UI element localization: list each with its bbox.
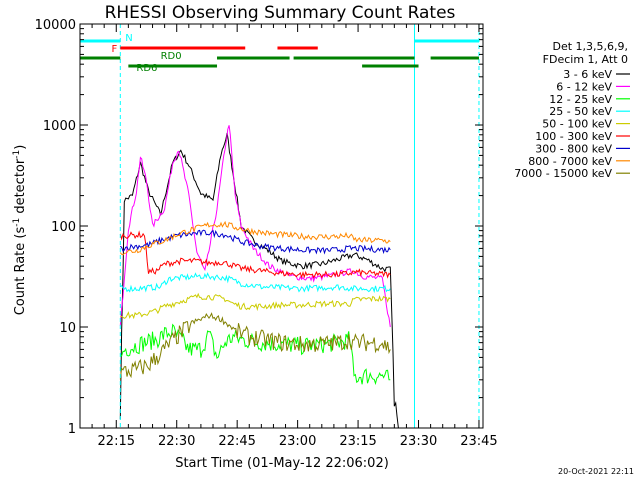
y-axis-label-main: Count Rate (s xyxy=(13,227,28,316)
y-axis-label-sup1: -1 xyxy=(12,218,22,227)
y-axis-label-mid: detector xyxy=(13,158,28,218)
x-tick-label-2: 22:30 xyxy=(158,434,195,449)
legend-label-7: 300 - 800 keV xyxy=(535,142,612,155)
y-axis-label-end: ) xyxy=(13,145,28,150)
y-tick-label-2: 10 xyxy=(59,321,76,336)
flag-label-rd0: RD0 xyxy=(161,51,182,62)
series-line-4 xyxy=(120,272,391,294)
series-line-9 xyxy=(119,312,391,380)
series-line-6 xyxy=(119,230,391,279)
y-tick-label-3: 100 xyxy=(51,220,76,235)
series-line-7 xyxy=(120,229,391,255)
y-tick-label-1: 1 xyxy=(68,422,76,437)
series-line-1 xyxy=(119,132,399,429)
legend-label-2: 6 - 12 keV xyxy=(556,80,612,93)
flag-label-n: N xyxy=(125,33,132,44)
legend-label-8: 800 - 7000 keV xyxy=(528,155,612,168)
x-tick-label-7: 23:45 xyxy=(460,434,497,449)
legend-label-9: 7000 - 15000 keV xyxy=(514,167,612,180)
x-tick-label-6: 23:30 xyxy=(400,434,437,449)
y-tick-label-5: 10000 xyxy=(35,18,76,33)
x-tick-label-4: 23:00 xyxy=(279,434,316,449)
y-tick-label-4: 1000 xyxy=(43,119,76,134)
legend-label-6: 100 - 300 keV xyxy=(535,130,612,143)
chart-title: RHESSI Observing Summary Count Rates xyxy=(105,3,456,23)
x-tick-label-3: 22:45 xyxy=(218,434,255,449)
series-line-5 xyxy=(120,292,391,320)
x-axis-label: Start Time (01-May-12 22:06:02) xyxy=(175,456,389,471)
plot-frame xyxy=(79,23,484,429)
x-tick-label-5: 23:15 xyxy=(339,434,376,449)
y-axis-label-sup2: -1 xyxy=(12,150,22,159)
legend-label-5: 50 - 100 keV xyxy=(542,118,612,131)
footer-timestamp: 20-Oct-2021 22:11 xyxy=(558,467,634,476)
flag-label-f: F xyxy=(112,44,118,55)
legend-label-3: 12 - 25 keV xyxy=(549,93,612,106)
flag-label-rd6: RD6 xyxy=(136,63,157,74)
legend-label-4: 25 - 50 keV xyxy=(549,105,612,118)
legend-header-line-1: Det 1,3,5,6,9, xyxy=(552,40,628,53)
axes: 22:15 22:30 22:45 23:00 23:15 23:30 23:45 1 10 10… xyxy=(35,18,498,449)
series-line-8 xyxy=(119,220,391,256)
legend-header-line-2: FDecim 1, Att 0 xyxy=(543,53,628,66)
plot-area: NF RD0 RD6 xyxy=(79,24,480,429)
series-line-2 xyxy=(119,125,391,328)
y-axis-label: Count Rate (s-1 detector-1) xyxy=(12,145,28,316)
x-tick-label-1: 22:15 xyxy=(98,434,135,449)
legend-label-1: 3 - 6 keV xyxy=(563,68,612,81)
legend: Det 1,3,5,6,9, FDecim 1, Att 0 3 - 6 keV… xyxy=(514,40,630,180)
